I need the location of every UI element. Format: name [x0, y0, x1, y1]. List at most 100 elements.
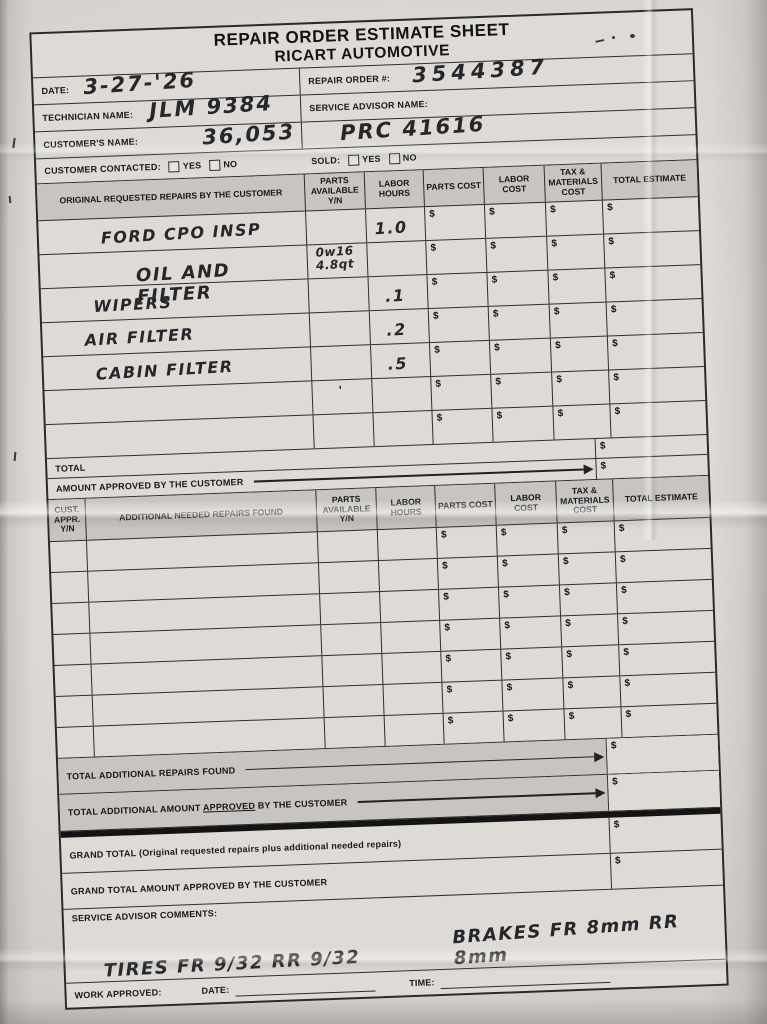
grand-total-cell: $ — [609, 814, 721, 853]
dollar-sign: $ — [625, 708, 632, 721]
dollar-sign: $ — [495, 376, 502, 388]
dollar-sign: $ — [620, 584, 627, 597]
dollar-sign: $ — [552, 272, 559, 284]
dollar-sign: $ — [432, 310, 439, 322]
date-signature-label: DATE: — [201, 984, 230, 996]
dollar-sign: $ — [561, 525, 568, 537]
dollar-sign: $ — [614, 406, 621, 418]
technician-label: TECHNICIAN NAME: — [42, 109, 134, 124]
col-parts-cost: PARTS COST — [423, 167, 485, 207]
dollar-sign: $ — [503, 589, 509, 601]
dollar-sign: $ — [436, 412, 443, 424]
dollar-sign: $ — [622, 615, 629, 628]
dollar-sign: $ — [611, 338, 618, 350]
total-additional-found-cell: $ — [606, 734, 719, 774]
col-cust-appr: CUST. APPR. Y/N — [48, 498, 87, 542]
amount-approved-cell: $ — [596, 455, 708, 479]
dollar-sign: $ — [434, 344, 440, 356]
grand-total-label: GRAND TOTAL (Original requested repairs … — [69, 837, 402, 861]
dollar-sign: $ — [600, 460, 607, 472]
dollar-sign: $ — [619, 554, 626, 566]
arrow-right — [357, 787, 606, 807]
dollar-sign: $ — [610, 740, 617, 752]
dollar-sign: $ — [491, 274, 498, 286]
contacted-yes-checkbox — [168, 160, 180, 172]
grand-total-approved-label: GRAND TOTAL AMOUNT APPROVED BY THE CUSTO… — [70, 876, 328, 897]
dollar-sign: $ — [609, 270, 616, 282]
dollar-sign: $ — [608, 236, 615, 248]
dollar-sign: $ — [431, 276, 438, 288]
dollar-sign: $ — [553, 306, 560, 318]
repair-description: WIPERS — [92, 292, 173, 317]
dollar-sign: $ — [565, 618, 572, 630]
col-parts-available: PARTS AVAILABLE Y/N — [316, 488, 378, 532]
time-signature-label: TIME: — [409, 977, 435, 989]
dollar-sign: $ — [506, 682, 513, 694]
dollar-sign: $ — [614, 855, 621, 867]
repair-description: FORD CPO INSP — [100, 219, 262, 248]
pen-tick: ' — [338, 383, 344, 398]
dollar-sign: $ — [488, 206, 495, 218]
pen-dot — [630, 34, 635, 38]
dollar-sign: $ — [554, 340, 561, 352]
dollar-sign: $ — [496, 410, 503, 422]
sold-no-checkbox — [388, 152, 400, 164]
dollar-sign: $ — [445, 653, 452, 665]
dollar-sign: $ — [504, 620, 511, 632]
dollar-sign: $ — [430, 242, 437, 254]
dollar-sign: $ — [624, 677, 631, 690]
col-tax-materials: TAX & MATERIALS COST — [556, 479, 615, 523]
dollar-sign: $ — [599, 440, 606, 452]
col-labor-hours: LABOR HOURS — [364, 170, 425, 209]
dollar-sign: $ — [557, 408, 564, 420]
dollar-sign: $ — [606, 202, 613, 214]
sold-yes-checkbox — [347, 153, 360, 166]
repair-description: CABIN FILTER — [95, 356, 235, 384]
dollar-sign: $ — [551, 238, 558, 250]
dollar-sign: $ — [556, 374, 563, 386]
dollar-sign: $ — [567, 680, 574, 692]
sold-yes-label: YES — [361, 153, 381, 165]
col-labor-hours: LABOR HOURS — [376, 485, 437, 530]
total-additional-approved-cell: $ — [607, 770, 721, 811]
dollar-sign: $ — [440, 529, 447, 541]
customer-contacted-label: CUSTOMER CONTACTED: — [44, 161, 161, 177]
col-labor-cost: LABOR COST — [483, 165, 546, 204]
dollar-sign: $ — [623, 646, 630, 659]
col-additional-repairs: ADDITIONAL NEEDED REPAIRS FOUND — [85, 490, 318, 540]
dollar-sign: $ — [613, 372, 620, 384]
service-advisor-comments-label: SERVICE ADVISOR COMMENTS: — [71, 908, 218, 924]
dollar-sign: $ — [501, 558, 508, 570]
dollar-sign: $ — [611, 776, 618, 788]
labor-hours-value: 1.0 — [374, 217, 409, 239]
pen-tick — [13, 451, 17, 462]
dollar-sign: $ — [610, 304, 617, 316]
dollar-sign: $ — [507, 713, 514, 725]
mileage-handwritten-value: 36,053 — [201, 119, 296, 150]
dollar-sign: $ — [444, 622, 451, 634]
col-total-estimate: TOTAL ESTIMATE — [612, 172, 687, 186]
dollar-sign: $ — [490, 240, 497, 252]
pen-tick — [8, 195, 12, 204]
dollar-sign: $ — [441, 560, 448, 572]
col-labor-cost: LABOR COST — [495, 481, 558, 525]
total-label: TOTAL — [55, 462, 86, 474]
dollar-sign: $ — [493, 342, 500, 354]
labor-hours-value: .1 — [384, 285, 406, 306]
service-advisor-label: SERVICE ADVISOR NAME: — [309, 98, 429, 114]
date-signature-line — [235, 977, 376, 997]
total-additional-found-label: TOTAL ADDITIONAL REPAIRS FOUND — [66, 764, 236, 782]
labor-hours-value: .2 — [385, 319, 408, 340]
dollar-sign: $ — [613, 819, 620, 831]
arrow-right — [245, 751, 605, 774]
dollar-sign: $ — [562, 556, 569, 568]
col-total-estimate: TOTAL ESTIMATE — [624, 490, 698, 504]
col-parts-cost: PARTS COST — [435, 483, 497, 527]
time-signature-line — [440, 969, 611, 989]
dollar-sign: $ — [618, 523, 625, 535]
dollar-sign: $ — [568, 710, 575, 723]
amount-approved-label: AMOUNT APPROVED BY THE CUSTOMER — [55, 476, 244, 494]
work-approved-label: WORK APPROVED: — [74, 987, 162, 1001]
dollar-sign: $ — [492, 308, 499, 320]
